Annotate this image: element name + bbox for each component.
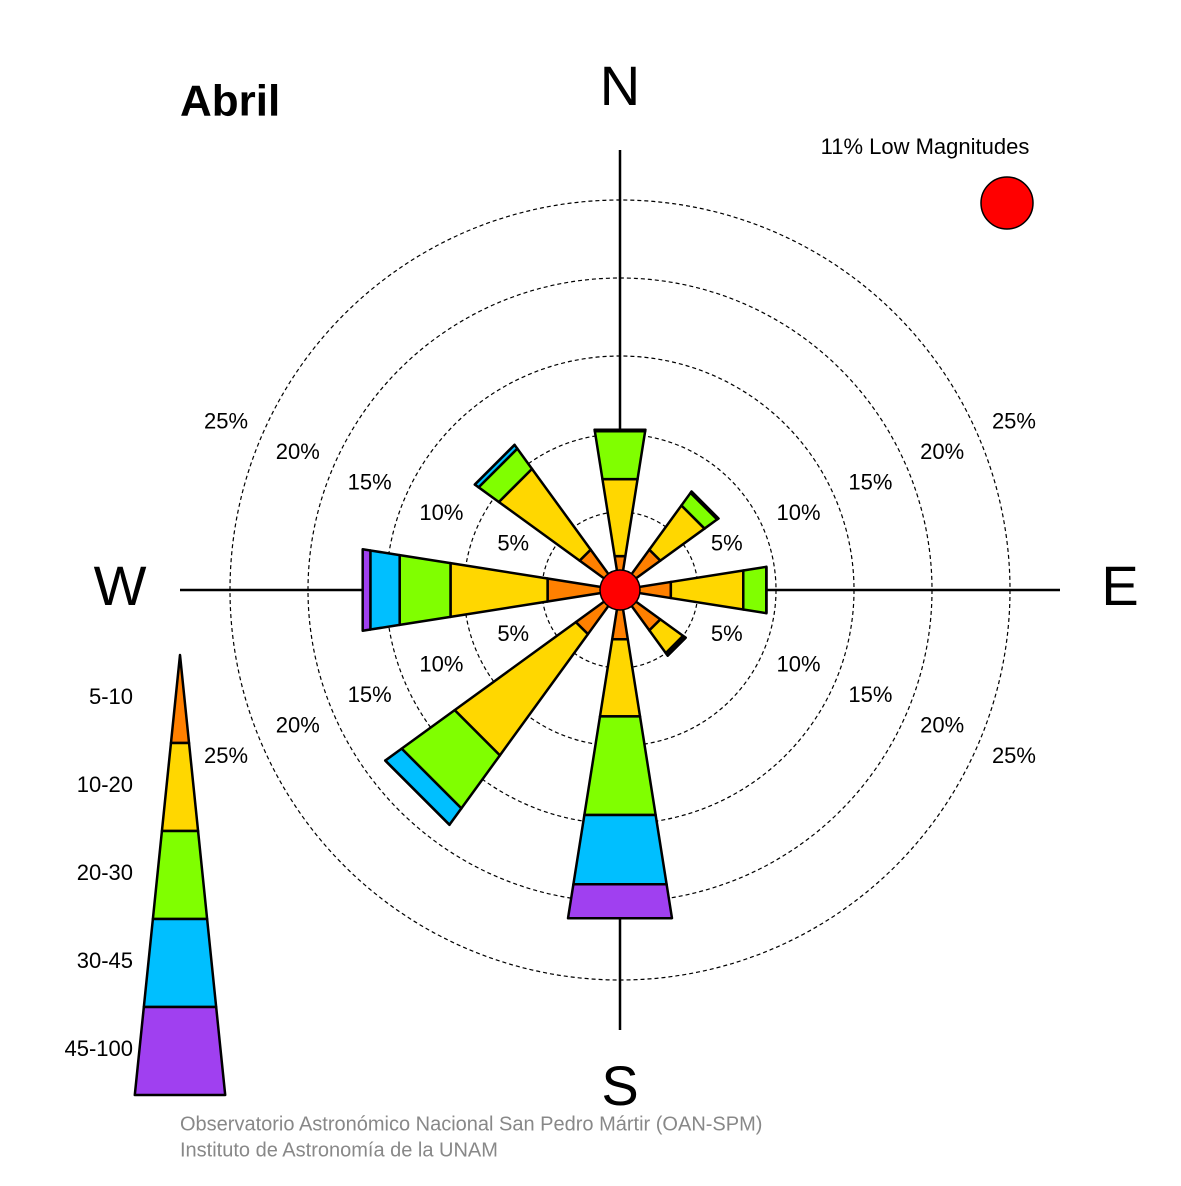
legend-label: 5-10 (89, 684, 133, 709)
footer-line: Instituto de Astronomía de la UNAM (180, 1139, 498, 1161)
ring-label: 10% (419, 500, 463, 525)
legend-swatch (142, 917, 218, 1009)
rose-segment (473, 443, 516, 486)
rose-segment (666, 636, 687, 657)
ring-label: 5% (711, 530, 743, 555)
rose-segment (369, 549, 401, 631)
grid-ring (463, 433, 777, 747)
rose-segment (572, 813, 668, 886)
ring-label: 25% (204, 409, 248, 434)
ring-label: 25% (204, 743, 248, 768)
legend-swatch (151, 829, 209, 921)
ring-label: 15% (848, 682, 892, 707)
rose-segment (566, 883, 674, 920)
ring-label: 5% (711, 621, 743, 646)
ring-label: 15% (348, 470, 392, 495)
compass-label: S (601, 1054, 638, 1117)
rose-segment (593, 430, 647, 481)
ring-label: 5% (497, 621, 529, 646)
grid-ring (307, 277, 933, 903)
chart-title: Abril (180, 77, 280, 126)
rose-segment (690, 490, 720, 520)
ring-label: 20% (276, 439, 320, 464)
ring-label: 25% (992, 743, 1036, 768)
rose-segment (384, 759, 451, 826)
ring-label: 10% (777, 652, 821, 677)
legend-label: 20-30 (77, 860, 133, 885)
legend-label: 45-100 (64, 1036, 133, 1061)
compass-label: N (600, 54, 640, 117)
ring-label: 15% (848, 470, 892, 495)
ring-label: 15% (348, 682, 392, 707)
footer-line: Observatorio Astronómico Nacional San Pe… (180, 1113, 762, 1135)
ring-label: 10% (419, 652, 463, 677)
grid-ring (229, 199, 1011, 981)
ring-label: 25% (992, 409, 1036, 434)
low-magnitudes-label: 11% Low Magnitudes (821, 134, 1030, 159)
ring-label: 20% (276, 713, 320, 738)
legend-label: 10-20 (77, 772, 133, 797)
rose-segment (361, 547, 372, 633)
legend-swatch (133, 1005, 227, 1097)
compass-label: E (1101, 554, 1138, 617)
ring-label: 20% (920, 713, 964, 738)
low-magnitudes-center (599, 569, 641, 611)
ring-label: 20% (920, 439, 964, 464)
compass-label: W (94, 554, 147, 617)
rose-segment (398, 553, 452, 627)
ring-label: 5% (497, 530, 529, 555)
rose-segment (742, 565, 768, 615)
low-magnitudes-marker (980, 176, 1034, 230)
ring-label: 10% (777, 500, 821, 525)
legend-label: 30-45 (77, 948, 133, 973)
